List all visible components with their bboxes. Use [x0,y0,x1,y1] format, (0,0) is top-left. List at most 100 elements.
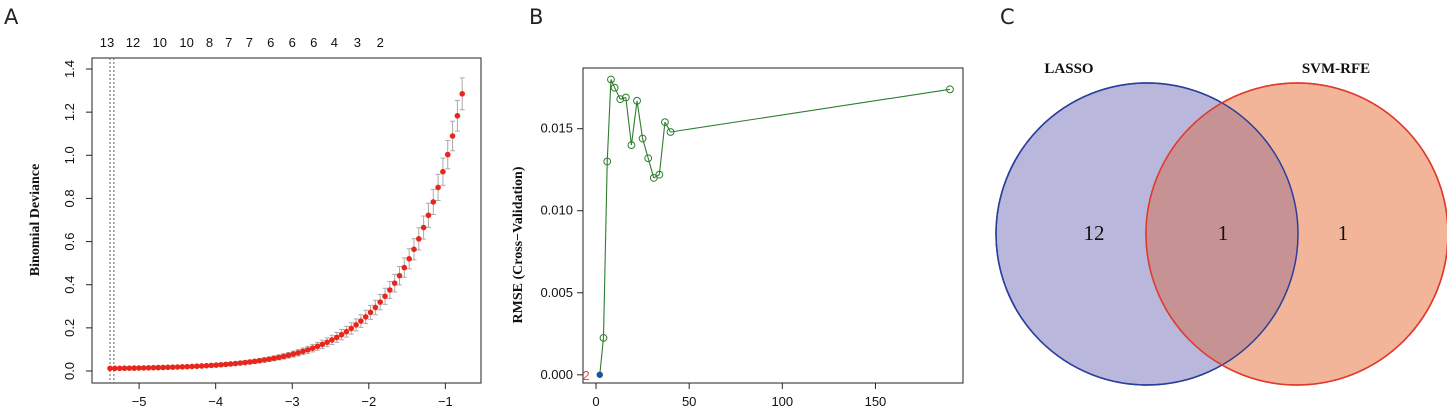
a-top-axis-label: 13 [100,35,114,50]
panel-a-deviance-points [107,77,466,372]
a-top-axis-label: 8 [206,35,213,50]
a-deviance-point [189,363,195,370]
panel-b-plot-frame [582,67,964,384]
b-series-segment [664,121,672,133]
a-deviance-point [280,353,287,360]
venn-intersection-count: 1 [1218,221,1229,245]
a-top-axis-label: 7 [246,35,253,50]
a-top-axis-label: 10 [179,35,193,50]
a-deviance-point [237,360,244,366]
a-deviance-point [319,341,326,348]
a-deviance-point [140,365,147,371]
a-deviance-point [333,334,340,341]
a-deviance-point [454,112,461,119]
a-deviance-point [203,362,210,369]
a-y-tick-label: 0.0 [62,362,77,380]
b-rmse-point [610,83,619,92]
a-deviance-point [358,318,364,324]
a-x-tick-label: −3 [285,394,300,409]
b-optimal-point-label: 2 [583,368,590,383]
a-deviance-point [444,151,451,158]
a-y-tick-label: 0.6 [62,233,77,251]
panel-b-rmse-series: 2 [583,75,954,383]
a-deviance-point [276,354,282,361]
venn-svmrfe-label: SVM-RFE [1302,61,1370,77]
a-deviance-point [353,322,359,328]
a-deviance-point [271,355,277,362]
b-rmse-point [638,134,647,143]
a-deviance-point [305,347,311,353]
a-top-axis-label: 3 [354,35,361,50]
b-rmse-point [633,96,641,105]
a-deviance-point [324,339,330,346]
venn-lasso-outline [995,82,1299,386]
a-deviance-point [160,364,166,371]
a-deviance-point [107,365,113,372]
panel-b-y-axis-title: RMSE (Cross−Validation) [511,166,526,323]
b-series-segment [606,79,612,162]
a-x-tick-label: −5 [132,394,147,409]
b-optimal-point [596,371,603,378]
a-deviance-point [314,343,321,350]
b-x-tick-label: 50 [682,394,696,409]
a-deviance-point [435,184,441,191]
b-y-tick-label: 0.015 [540,121,573,136]
a-deviance-point [208,362,215,369]
panel-a-letter: A [4,5,19,29]
a-deviance-point [112,365,118,372]
venn-overlap-region [1146,83,1298,385]
panel-b-x-axis: 0 50 100 150 [592,383,886,409]
a-deviance-point [251,358,258,365]
a-y-tick-label: 0.4 [62,276,77,294]
venn-svmrfe-only-count: 1 [1338,221,1349,245]
a-deviance-point [415,236,422,242]
a-deviance-point [387,287,393,293]
b-rmse-point [649,174,658,182]
b-rmse-point [946,85,954,94]
b-series-segment [625,97,632,146]
a-deviance-point [285,352,292,359]
b-rmse-point [661,118,669,127]
a-y-tick-label: 0.2 [62,319,77,337]
a-deviance-point [261,357,268,363]
b-x-tick-label: 100 [771,394,793,409]
b-rmse-point [655,170,664,179]
a-deviance-point [377,299,383,305]
panel-a-y-axis: 0.0 0.2 0.4 0.6 0.8 1.0 1.2 1.4 [62,60,92,380]
b-series-segment [602,161,608,338]
a-deviance-point [411,246,417,253]
a-deviance-point [372,304,379,311]
a-top-axis-label: 12 [126,35,140,50]
a-deviance-point [165,364,171,371]
a-deviance-point [440,168,446,175]
a-x-tick-label: −2 [361,394,376,409]
a-deviance-point [343,328,350,335]
a-deviance-point [266,356,273,362]
panel-a: A Binomial Deviance 13 12 10 10 8 7 7 6 6 6 4 3 2 −5… [4,5,482,409]
a-x-tick-label: −1 [438,394,453,409]
panel-a-y-axis-title: Binomial Deviance [28,164,43,276]
a-deviance-point [290,351,297,357]
b-x-tick-label: 0 [592,394,599,409]
b-series-segment [620,97,626,100]
b-rmse-point [603,157,612,166]
a-deviance-point [126,365,133,371]
a-top-axis-label: 6 [267,35,274,50]
panel-a-plot-frame [91,57,482,384]
b-series-segment [630,100,638,146]
a-top-axis-label: 6 [289,35,296,50]
a-deviance-point [459,91,466,97]
a-deviance-point [362,314,369,320]
a-deviance-point [338,331,345,338]
a-y-tick-label: 0.8 [62,189,77,207]
b-rmse-point [644,154,653,163]
b-series-segment [614,87,621,100]
a-deviance-point [213,362,219,368]
a-deviance-point [136,365,142,371]
b-series-segment [610,79,616,88]
a-deviance-point [256,357,263,364]
a-y-tick-label: 1.0 [62,146,77,164]
b-rmse-point [607,75,615,84]
a-deviance-point [348,325,355,332]
